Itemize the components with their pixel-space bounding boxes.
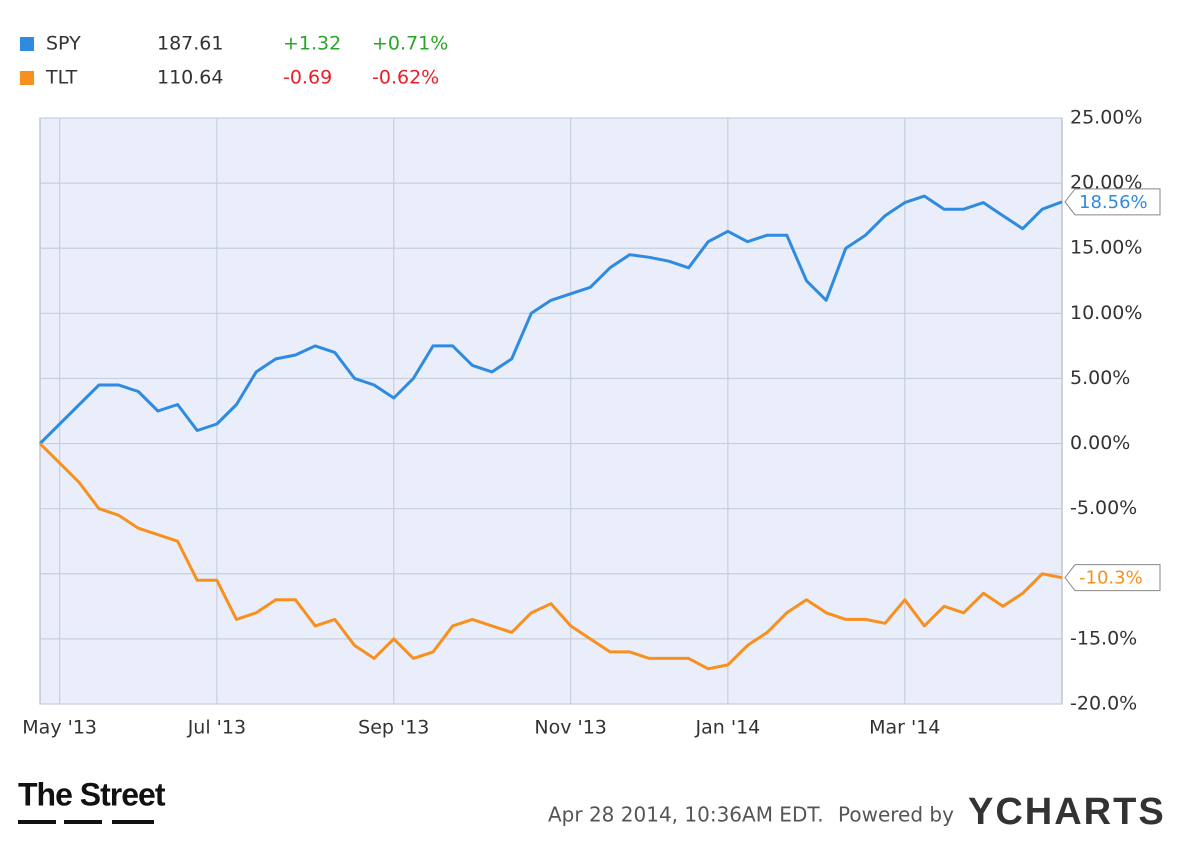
logo-dash — [18, 820, 56, 824]
y-tick-label: 10.00% — [1070, 302, 1142, 324]
legend-quote: +1.32 — [283, 33, 341, 55]
x-tick-label: Jul '13 — [187, 717, 246, 739]
value-callout — [1064, 564, 1161, 592]
y-tick-label: -5.00% — [1070, 497, 1137, 519]
x-tick-label: May '13 — [22, 717, 97, 739]
legend-name: SPY — [46, 33, 81, 55]
logo-dash — [112, 820, 154, 824]
series-line — [38, 194, 1063, 445]
y-tick-label: 20.00% — [1070, 172, 1142, 194]
legend-swatch — [20, 37, 34, 51]
labels: 25.00% 20.00% 15.00% 10.00% 5.00% 0.00% -5.00%… — [20, 33, 1161, 739]
y-tick-label: 15.00% — [1070, 237, 1142, 259]
x-tick-label: Sep '13 — [358, 717, 429, 739]
lines — [38, 194, 1063, 671]
x-tick-label: Mar '14 — [869, 717, 940, 739]
legend-quote: 110.64 — [157, 67, 223, 89]
y-tick-label: 0.00% — [1070, 432, 1130, 454]
logo-dash — [64, 820, 102, 824]
legend-quote: +0.71% — [372, 33, 448, 55]
y-tick-label: 5.00% — [1070, 367, 1130, 389]
series-line — [38, 442, 1063, 671]
brand-logo: The Street — [18, 776, 166, 812]
value-label: 18.56% — [1079, 192, 1148, 213]
value-label: -10.3% — [1079, 568, 1143, 589]
grid — [40, 117, 1062, 705]
value-callout — [1064, 188, 1161, 216]
legend-quote: -0.62% — [372, 67, 439, 89]
y-tick-label: -15.0% — [1070, 627, 1137, 649]
legend-quote: -0.69 — [283, 67, 332, 89]
provider-logo: YCHARTS — [968, 791, 1166, 833]
legend-name: TLT — [45, 67, 78, 89]
powered-by: Powered by — [838, 803, 954, 827]
x-tick-label: Nov '13 — [534, 717, 607, 739]
legend-swatch — [20, 71, 34, 85]
legend-quote: 187.61 — [157, 33, 223, 55]
x-tick-label: Jan '14 — [695, 717, 761, 739]
y-tick-label: -20.0% — [1070, 693, 1137, 715]
timestamp: Apr 28 2014, 10:36AM EDT. — [548, 803, 824, 827]
plot-area — [39, 117, 1063, 705]
y-tick-label: 25.00% — [1070, 107, 1142, 129]
